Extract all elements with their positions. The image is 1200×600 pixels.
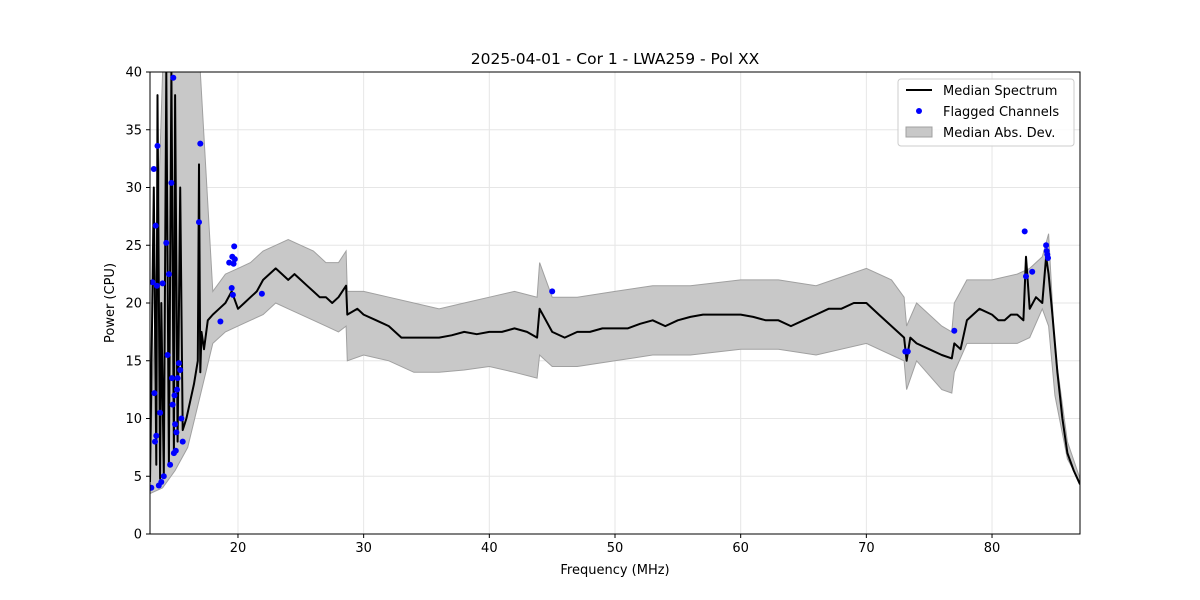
median-spectrum-line: [150, 72, 1080, 485]
x-axis-ticks: 20 30 40 50 60 70 80: [230, 534, 1001, 556]
flagged-channel-point: [160, 473, 167, 480]
flagged-channel-point: [217, 318, 224, 325]
x-tick-label: 30: [355, 541, 372, 556]
flagged-channel-point: [1029, 268, 1036, 275]
flagged-channel-point: [153, 432, 160, 439]
y-tick-label: 40: [125, 66, 142, 81]
flagged-channel-point: [230, 260, 237, 267]
flagged-channel-point: [151, 390, 158, 397]
flagged-channel-point: [258, 290, 265, 297]
flagged-channel-point: [904, 348, 911, 355]
legend-flagged-swatch: [916, 108, 922, 114]
y-tick-label: 30: [125, 181, 142, 196]
flagged-channel-point: [169, 401, 176, 408]
flagged-channel-point: [171, 392, 178, 399]
y-tick-label: 10: [125, 412, 142, 427]
y-tick-label: 35: [125, 123, 142, 138]
flagged-channel-point: [1023, 273, 1029, 280]
flagged-channel-point: [174, 386, 180, 393]
flagged-channel-point: [152, 438, 158, 445]
flagged-channel-point: [158, 479, 165, 485]
flagged-channel-point: [229, 291, 236, 298]
flagged-channel-point: [150, 279, 156, 286]
flagged-channel-point: [157, 409, 164, 416]
flagged-channel-point: [177, 367, 184, 373]
x-tick-label: 60: [732, 541, 749, 556]
flagged-channel-point: [196, 219, 202, 226]
flagged-channel-point: [170, 74, 177, 81]
legend-band-swatch: [905, 126, 933, 138]
flagged-channel-point: [228, 285, 235, 291]
y-tick-label: 5: [134, 470, 142, 485]
flagged-channel-point: [167, 461, 174, 468]
flagged-channel-point: [154, 142, 161, 149]
y-tick-label: 25: [125, 239, 142, 254]
x-tick-label: 50: [607, 541, 624, 556]
x-tick-label: 80: [984, 541, 1001, 556]
legend-median-label: Median Spectrum: [943, 84, 1057, 99]
flagged-points-layer: [150, 74, 1051, 491]
mad-band: [150, 72, 1080, 495]
legend-band-label: Median Abs. Dev.: [943, 126, 1055, 141]
y-axis-ticks: 0 5 10 15 20 25 30 35 40: [125, 66, 150, 543]
legend: Median Spectrum Flagged Channels Median …: [897, 78, 1075, 147]
flagged-channel-point: [150, 166, 157, 172]
flagged-channel-point: [168, 179, 175, 186]
x-tick-label: 40: [481, 541, 498, 556]
flagged-channel-point: [150, 484, 155, 491]
x-tick-label: 70: [858, 541, 875, 556]
flagged-channel-point: [179, 438, 186, 445]
x-tick-label: 20: [230, 541, 247, 556]
y-tick-label: 0: [134, 528, 142, 543]
flagged-channel-point: [231, 243, 238, 250]
flagged-channel-point: [164, 352, 171, 358]
legend-flagged-label: Flagged Channels: [943, 105, 1059, 120]
y-tick-label: 20: [125, 297, 142, 312]
flagged-channel-point: [152, 222, 159, 229]
flagged-channel-point: [174, 375, 181, 382]
flagged-channel-point: [153, 282, 160, 289]
flagged-channel-point: [172, 421, 179, 428]
flagged-channel-point: [1043, 242, 1050, 249]
x-axis-label: Frequency (MHz): [560, 563, 669, 578]
y-axis-label: Power (CPU): [103, 263, 118, 343]
flagged-channel-point: [1021, 228, 1028, 235]
flagged-channel-point: [163, 239, 170, 246]
median-line-layer: [150, 72, 1080, 485]
flagged-channel-point: [173, 429, 180, 436]
flagged-channel-point: [175, 360, 182, 367]
flagged-channel-point: [159, 280, 166, 287]
legend-frame: [897, 78, 1075, 147]
flagged-channel-point: [178, 415, 185, 422]
flagged-channel-point: [951, 327, 958, 334]
flagged-channel-point: [169, 375, 175, 382]
mad-band-layer: [150, 72, 1080, 495]
chart-title: 2025-04-01 - Cor 1 - LWA259 - Pol XX: [471, 50, 760, 68]
flagged-channel-point: [549, 288, 556, 295]
flagged-channel-point: [231, 256, 238, 263]
flagged-channel-point: [165, 271, 172, 278]
flagged-channel-point: [197, 140, 204, 147]
y-tick-label: 15: [125, 354, 142, 369]
flagged-channel-point: [1045, 255, 1051, 261]
flagged-channel-point: [172, 447, 179, 454]
